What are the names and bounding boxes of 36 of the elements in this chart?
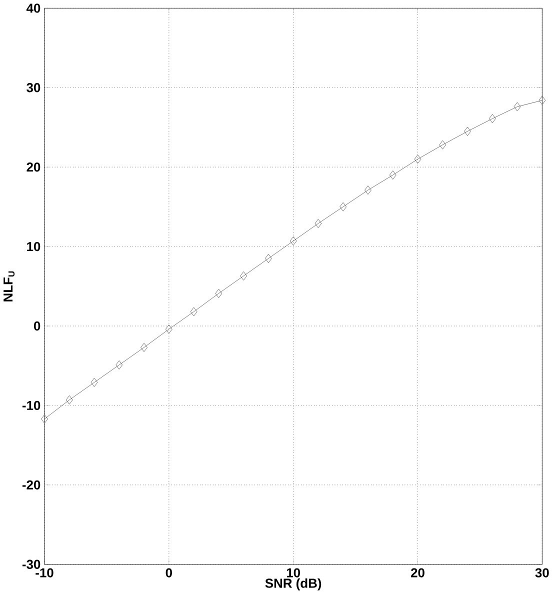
y-tick-label: 30: [26, 83, 40, 92]
point: [240, 271, 248, 280]
point: [538, 96, 546, 105]
y-tick-label: 0: [34, 321, 40, 331]
x-tick-label: -10: [36, 568, 54, 578]
point: [66, 395, 73, 404]
y-tick-label: 20: [26, 162, 40, 172]
point: [290, 236, 297, 246]
point: [414, 154, 422, 164]
point: [488, 114, 496, 124]
point: [165, 324, 172, 334]
point: [116, 360, 123, 370]
point: [314, 218, 322, 228]
y-tick-label: 40: [26, 4, 40, 13]
point: [364, 186, 372, 195]
point: [215, 288, 222, 298]
point: [340, 202, 347, 212]
x-tick-label: 30: [535, 568, 549, 578]
x-tick-label: 20: [411, 568, 424, 578]
y-tick-label: -30: [22, 560, 40, 569]
x-axis-title: SNR (dB): [265, 578, 322, 590]
point: [41, 414, 48, 424]
y-tick-label: -10: [22, 400, 40, 410]
y-tick-label: 10: [27, 242, 40, 252]
y-axis-title: NLF$_{U}$: [4, 271, 15, 302]
point: [439, 140, 446, 150]
x-tick-label: 10: [286, 568, 300, 578]
point: [265, 254, 272, 263]
x-tick-label: 0: [166, 568, 172, 578]
point: [140, 342, 148, 352]
point: [464, 126, 471, 136]
point: [90, 378, 98, 387]
point: [389, 170, 396, 180]
y-tick-label: -20: [22, 480, 40, 490]
point: [514, 102, 521, 112]
point: [190, 307, 198, 316]
